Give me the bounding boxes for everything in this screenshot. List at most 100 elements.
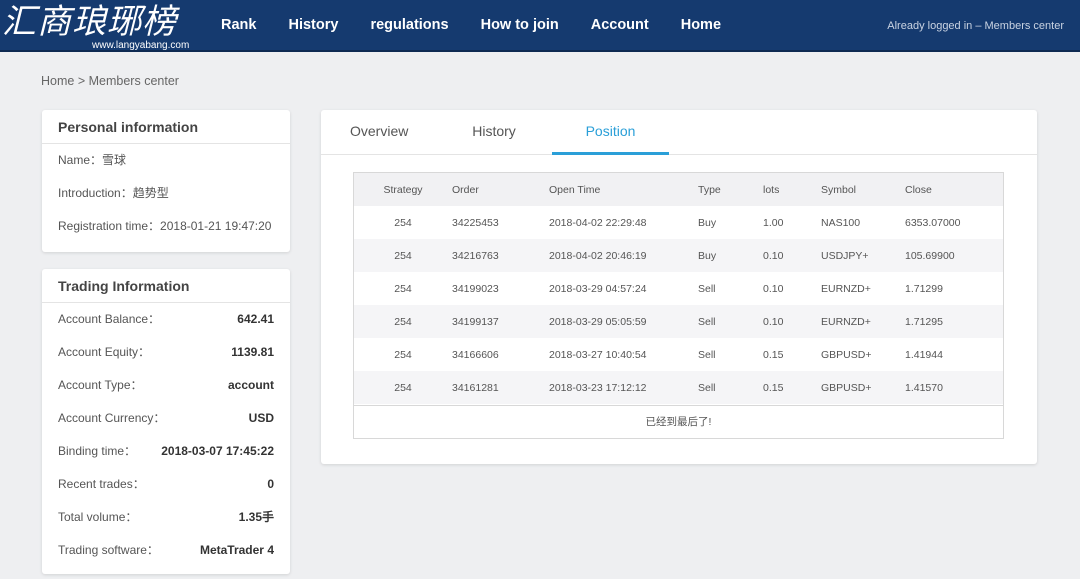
nav-item-history[interactable]: History [288,17,339,33]
account-balance-value: 642.41 [237,312,274,326]
binding-time-value: 2018-03-07 17:45:22 [161,444,274,458]
cell-order: 34199137 [452,315,499,328]
end-of-list-notice: 已经到最后了! [354,405,1003,438]
name-label: Name： [58,153,103,167]
total-volume-row: Total volume： 1.35手 [42,501,290,534]
breadcrumb: Home > Members center [41,74,179,88]
positions-table-wrap: Strategy Order Open Time Type lots Symbo… [353,172,1004,439]
tab-history[interactable]: History [472,123,516,139]
table-row: 254 34216763 2018-04-02 20:46:19 Buy 0.1… [354,239,1003,272]
personal-info-card: Personal information Name：雪球 Introductio… [42,110,290,252]
positions-panel: Overview History Position Strategy Order… [321,110,1037,464]
personal-info-title: Personal information [42,110,290,144]
col-order: Order [452,183,479,196]
cell-open-time: 2018-03-23 17:12:12 [549,381,647,394]
registration-time-row: Registration time：2018-01-21 19:47:20 [42,210,290,243]
cell-strategy: 254 [394,315,412,328]
cell-type: Sell [698,381,716,394]
cell-order: 34199023 [452,282,499,295]
total-volume-label: Total volume： [58,510,138,524]
registration-time-label: Registration time： [58,219,161,233]
nav-item-how-to-join[interactable]: How to join [480,17,559,33]
site-logo[interactable]: 汇商琅琊榜 www.langyabang.com [0,0,200,52]
cell-close: 1.71299 [905,282,943,295]
col-type: Type [698,183,721,196]
cell-type: Sell [698,315,716,328]
trading-info-card: Trading Information Account Balance： 642… [42,269,290,574]
cell-open-time: 2018-04-02 22:29:48 [549,216,647,229]
nav-item-account[interactable]: Account [590,17,649,33]
col-lots: lots [763,183,780,196]
cell-type: Buy [698,249,717,262]
cell-lots: 0.15 [763,348,784,361]
cell-close: 1.71295 [905,315,943,328]
cell-symbol: GBPUSD+ [821,348,872,361]
table-header-row: Strategy Order Open Time Type lots Symbo… [354,173,1003,206]
cell-strategy: 254 [394,282,412,295]
logo-url: www.langyabang.com [92,40,190,51]
cell-close: 105.69900 [905,249,955,262]
cell-open-time: 2018-04-02 20:46:19 [549,249,647,262]
introduction-label: Introduction： [58,186,133,200]
nav-item-rank[interactable]: Rank [221,17,257,33]
tab-overview[interactable]: Overview [350,123,409,139]
cell-lots: 0.10 [763,282,784,295]
account-currency-value: USD [248,411,274,425]
account-equity-value: 1139.81 [231,345,274,359]
breadcrumb-home-link[interactable]: Home [41,74,75,88]
table-row: 254 34225453 2018-04-02 22:29:48 Buy 1.0… [354,206,1003,239]
main-nav: Rank History regulations How to join Acc… [205,0,737,52]
account-type-value: account [227,378,274,392]
cell-type: Sell [698,282,716,295]
tab-bar: Overview History Position [321,110,1037,155]
recent-trades-row: Recent trades： 0 [42,468,290,501]
cell-close: 1.41570 [905,381,943,394]
cell-type: Sell [698,348,716,361]
positions-table: Strategy Order Open Time Type lots Symbo… [354,173,1003,404]
nav-item-regulations[interactable]: regulations [370,17,449,33]
account-equity-label: Account Equity： [58,345,151,359]
cell-lots: 0.15 [763,381,784,394]
registration-time-value: 2018-01-21 19:47:20 [160,219,272,233]
cell-symbol: GBPUSD+ [821,381,872,394]
cell-order: 34166606 [452,348,499,361]
login-status-link[interactable]: Already logged in – Members center [887,20,1064,32]
table-row: 254 34161281 2018-03-23 17:12:12 Sell 0.… [354,371,1003,404]
account-balance-row: Account Balance： 642.41 [42,303,290,336]
cell-strategy: 254 [394,381,412,394]
account-balance-label: Account Balance： [58,312,161,326]
cell-lots: 0.10 [763,249,784,262]
total-volume-value: 1.35手 [238,510,274,524]
name-value: 雪球 [102,153,127,167]
cell-symbol: USDJPY+ [821,249,869,262]
cell-close: 1.41944 [905,348,943,361]
cell-lots: 0.10 [763,315,784,328]
nav-item-home[interactable]: Home [680,17,722,33]
binding-time-row: Binding time： 2018-03-07 17:45:22 [42,435,290,468]
logo-text: 汇商琅琊榜 [2,2,177,42]
top-header: 汇商琅琊榜 www.langyabang.com Rank History re… [0,0,1080,52]
trading-software-label: Trading software： [58,543,159,557]
account-equity-row: Account Equity： 1139.81 [42,336,290,369]
recent-trades-value: 0 [267,477,274,491]
table-row: 254 34199137 2018-03-29 05:05:59 Sell 0.… [354,305,1003,338]
cell-symbol: NAS100 [821,216,861,229]
table-row: 254 34199023 2018-03-29 04:57:24 Sell 0.… [354,272,1003,305]
introduction-row: Introduction：趋势型 [42,177,290,210]
cell-type: Buy [698,216,717,229]
cell-symbol: EURNZD+ [821,282,871,295]
trading-info-title: Trading Information [42,269,290,303]
col-strategy: Strategy [383,183,423,196]
account-currency-label: Account Currency： [58,411,166,425]
cell-strategy: 254 [394,348,412,361]
cell-close: 6353.07000 [905,216,961,229]
cell-lots: 1.00 [763,216,784,229]
cell-symbol: EURNZD+ [821,315,871,328]
account-currency-row: Account Currency： USD [42,402,290,435]
cell-open-time: 2018-03-27 10:40:54 [549,348,647,361]
cell-open-time: 2018-03-29 04:57:24 [549,282,647,295]
tab-position[interactable]: Position [552,110,669,155]
account-type-label: Account Type： [58,378,143,392]
cell-open-time: 2018-03-29 05:05:59 [549,315,647,328]
binding-time-label: Binding time： [58,444,137,458]
